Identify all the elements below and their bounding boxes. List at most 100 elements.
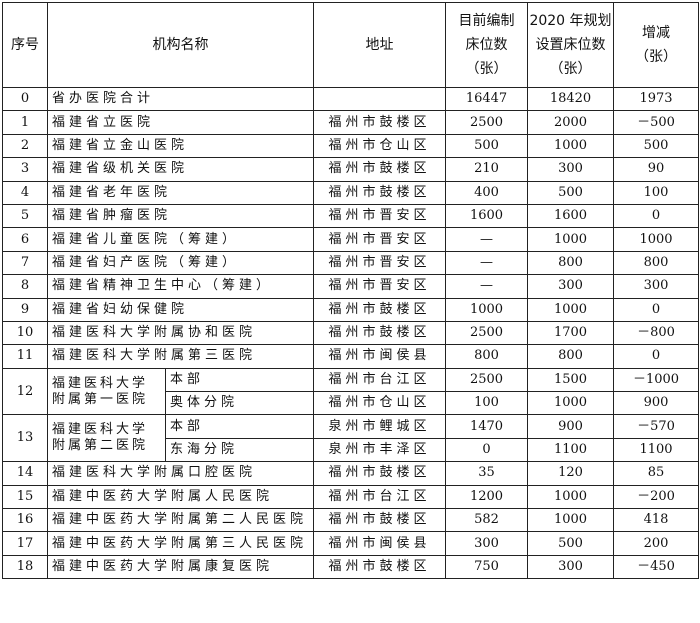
cell-address: 福州市鼓楼区 xyxy=(313,297,446,322)
cell-seq: 1 xyxy=(2,110,48,135)
cell-current: — xyxy=(445,250,528,276)
table-row: 4 福建省老年医院 福州市鼓楼区 400 500 100 xyxy=(2,180,699,205)
cell-seq: 13 xyxy=(2,414,48,463)
cell-change: －500 xyxy=(613,110,699,135)
cell-change: 0 xyxy=(613,344,699,369)
cell-current: 0 xyxy=(445,437,528,463)
cell-current: 1600 xyxy=(445,203,528,229)
cell-name: 福建省精神卫生中心（筹建） xyxy=(47,274,314,299)
header-current: 目前编制 床位数 （张） xyxy=(445,2,528,88)
cell-plan: 1000 xyxy=(527,484,614,510)
cell-name: 福建中医药大学附属第二人民医院 xyxy=(47,508,314,533)
cell-change: 1000 xyxy=(613,227,699,252)
cell-plan: 800 xyxy=(527,250,614,276)
cell-current: 2500 xyxy=(445,367,528,393)
header-plan-line: （张） xyxy=(549,61,592,77)
cell-name: 福建医科大学 附属第一医院 xyxy=(47,367,166,416)
cell-name: 福建医科大学附属口腔医院 xyxy=(47,461,314,486)
cell-address: 福州市台江区 xyxy=(313,484,446,510)
hospital-beds-table: 序号 机构名称 地址 目前编制 床位数 （张） 2020 年规划 设置床位数 （张） 增… xyxy=(2,2,699,580)
header-change-line: 增减 xyxy=(642,25,670,41)
cell-current: 1000 xyxy=(445,297,528,322)
cell-current: 400 xyxy=(445,180,528,205)
cell-seq: 4 xyxy=(2,180,48,205)
header-seq: 序号 xyxy=(2,2,48,88)
table-row: 14 福建医科大学附属口腔医院 福州市鼓楼区 35 120 85 xyxy=(2,461,699,486)
cell-plan: 500 xyxy=(527,180,614,205)
cell-address: 福州市仓山区 xyxy=(313,133,446,159)
header-plan: 2020 年规划 设置床位数 （张） xyxy=(527,2,614,88)
cell-branch: 奥体分院 xyxy=(165,391,314,416)
cell-address: 福州市仓山区 xyxy=(313,391,446,416)
table-row: 15 福建中医药大学附属人民医院 福州市台江区 1200 1000 －200 xyxy=(2,484,699,510)
table-row: 5 福建省肿瘤医院 福州市晋安区 1600 1600 0 xyxy=(2,203,699,229)
cell-branch: 东海分院 xyxy=(165,437,314,463)
cell-name: 福建省妇产医院（筹建） xyxy=(47,250,314,276)
cell-address: 福州市晋安区 xyxy=(313,203,446,229)
cell-name: 福建省立金山医院 xyxy=(47,133,314,159)
cell-current: — xyxy=(445,274,528,299)
cell-seq: 18 xyxy=(2,554,48,580)
header-change-line: （张） xyxy=(635,49,677,65)
cell-name: 福建省肿瘤医院 xyxy=(47,203,314,229)
table-row: 3 福建省级机关医院 福州市鼓楼区 210 300 90 xyxy=(2,157,699,182)
cell-plan: 300 xyxy=(527,274,614,299)
cell-address: 福州市晋安区 xyxy=(313,227,446,252)
table-row: 8 福建省精神卫生中心（筹建） 福州市晋安区 — 300 300 xyxy=(2,274,699,299)
cell-change: －800 xyxy=(613,320,699,346)
cell-address: 福州市鼓楼区 xyxy=(313,508,446,533)
cell-current: 35 xyxy=(445,461,528,486)
table-row: 7 福建省妇产医院（筹建） 福州市晋安区 — 800 800 xyxy=(2,250,699,276)
cell-name-line: 附属第一医院 xyxy=(52,391,149,407)
cell-name: 福建省级机关医院 xyxy=(47,157,314,182)
table-row: 东海分院 泉州市丰泽区 0 1100 1100 xyxy=(3,437,699,463)
table-row: 18 福建中医药大学附属康复医院 福州市鼓楼区 750 300 －450 xyxy=(2,554,699,580)
cell-address: 泉州市丰泽区 xyxy=(313,437,446,463)
cell-current: 1470 xyxy=(445,414,528,439)
cell-plan: 18420 xyxy=(527,86,614,112)
header-name: 机构名称 xyxy=(47,2,314,88)
table-row: 11 福建医科大学附属第三医院 福州市闽侯县 800 800 0 xyxy=(2,344,699,369)
cell-address: 福州市鼓楼区 xyxy=(313,157,446,182)
cell-seq: 8 xyxy=(2,274,48,299)
cell-address: 福州市鼓楼区 xyxy=(313,110,446,135)
cell-address: 福州市鼓楼区 xyxy=(313,461,446,486)
cell-plan: 1000 xyxy=(527,508,614,533)
cell-plan: 1500 xyxy=(527,367,614,393)
cell-plan: 1100 xyxy=(527,437,614,463)
cell-current: 1200 xyxy=(445,484,528,510)
cell-change: －200 xyxy=(613,484,699,510)
cell-plan: 900 xyxy=(527,414,614,439)
table-row: 1 福建省立医院 福州市鼓楼区 2500 2000 －500 xyxy=(2,110,699,135)
header-plan-line: 设置床位数 xyxy=(535,37,606,53)
cell-change: －570 xyxy=(613,414,699,439)
cell-name-line: 福建医科大学 xyxy=(52,422,149,438)
cell-name: 福建省老年医院 xyxy=(47,180,314,205)
cell-seq: 11 xyxy=(2,344,48,369)
cell-seq: 12 xyxy=(2,367,48,416)
cell-address: 福州市鼓楼区 xyxy=(313,180,446,205)
cell-current: 300 xyxy=(445,531,528,556)
cell-seq: 15 xyxy=(2,484,48,510)
cell-change: －1000 xyxy=(613,367,699,393)
cell-address: 福州市鼓楼区 xyxy=(313,554,446,580)
table-row: 10 福建医科大学附属协和医院 福州市鼓楼区 2500 1700 －800 xyxy=(2,320,699,346)
cell-plan: 120 xyxy=(527,461,614,486)
cell-change: 800 xyxy=(613,250,699,276)
cell-change: 0 xyxy=(613,203,699,229)
cell-address: 福州市台江区 xyxy=(313,367,446,393)
cell-seq: 3 xyxy=(2,157,48,182)
table-row: 16 福建中医药大学附属第二人民医院 福州市鼓楼区 582 1000 418 xyxy=(2,508,699,533)
cell-change: 85 xyxy=(613,461,699,486)
cell-plan: 300 xyxy=(527,157,614,182)
cell-name: 福建医科大学附属第三医院 xyxy=(47,344,314,369)
cell-change: －450 xyxy=(613,554,699,580)
cell-seq: 6 xyxy=(2,227,48,252)
cell-current: — xyxy=(445,227,528,252)
cell-branch: 本部 xyxy=(165,367,314,393)
cell-plan: 1000 xyxy=(527,133,614,159)
header-current-line: 床位数 xyxy=(465,37,508,53)
cell-name: 福建省儿童医院（筹建） xyxy=(47,227,314,252)
cell-change: 900 xyxy=(613,391,699,416)
cell-seq: 10 xyxy=(2,320,48,346)
